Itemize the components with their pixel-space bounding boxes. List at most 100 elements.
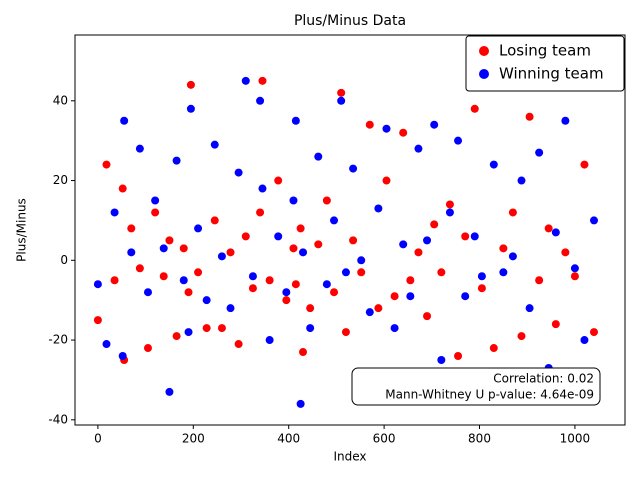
point (172, 332, 181, 341)
point (241, 76, 250, 85)
point (517, 176, 526, 185)
point (414, 144, 423, 153)
point (454, 136, 463, 145)
point (102, 160, 111, 169)
point (184, 328, 193, 337)
point (274, 176, 283, 185)
point (349, 164, 358, 173)
point (551, 228, 560, 237)
point (102, 340, 111, 349)
point (291, 116, 300, 125)
point (365, 308, 374, 317)
point (341, 328, 350, 337)
point (330, 216, 339, 225)
x-axis-label: Index (333, 450, 366, 464)
x-tick-label: 1000 (560, 432, 591, 446)
point (330, 288, 339, 297)
legend-marker (479, 46, 489, 56)
point (382, 124, 391, 133)
point (172, 156, 181, 165)
point (423, 236, 432, 245)
x-tick-label: 400 (277, 432, 300, 446)
point (120, 116, 129, 125)
point (248, 272, 257, 281)
y-tick-label: 0 (60, 253, 68, 267)
point (322, 280, 331, 289)
point (357, 256, 366, 265)
point (110, 276, 119, 285)
point (423, 312, 432, 321)
point (535, 276, 544, 285)
point (296, 399, 305, 408)
point (265, 336, 274, 345)
point (561, 116, 570, 125)
point (561, 248, 570, 257)
point (299, 348, 308, 357)
point (589, 216, 598, 225)
point (135, 144, 144, 153)
point (194, 268, 203, 277)
point (477, 272, 486, 281)
chart-title: Plus/Minus Data (294, 13, 406, 29)
point (299, 248, 308, 257)
point (143, 344, 152, 353)
point (135, 264, 144, 273)
point (93, 316, 102, 325)
point (143, 288, 152, 297)
x-tick-label: 800 (468, 432, 491, 446)
point (159, 272, 168, 281)
point (322, 196, 331, 205)
point (217, 252, 226, 261)
point (499, 268, 508, 277)
point (217, 324, 226, 333)
point (461, 232, 470, 241)
point (118, 184, 127, 193)
annotation-box (351, 367, 601, 406)
annotation: Correlation: 0.02 (493, 372, 594, 386)
plot-frame (74, 34, 626, 426)
point (580, 336, 589, 345)
point (179, 276, 188, 285)
point (551, 320, 560, 329)
point (226, 248, 235, 257)
point (314, 152, 323, 161)
point (186, 104, 195, 113)
point (110, 208, 119, 217)
point (470, 104, 479, 113)
point (589, 328, 598, 337)
point (414, 248, 423, 257)
point (357, 268, 366, 277)
point (454, 352, 463, 361)
point (226, 304, 235, 313)
point (349, 236, 358, 245)
point (210, 140, 219, 149)
point (517, 332, 526, 341)
point (234, 168, 243, 177)
legend-marker (479, 69, 489, 79)
point (525, 112, 534, 121)
point (525, 304, 534, 313)
point (461, 292, 470, 301)
point (470, 232, 479, 241)
point (406, 292, 415, 301)
point (258, 184, 267, 193)
y-tick-label: 20 (53, 173, 68, 187)
point (365, 120, 374, 129)
point (165, 387, 174, 396)
point (306, 304, 315, 313)
point (184, 288, 193, 297)
point (194, 224, 203, 233)
point (399, 240, 408, 249)
point (430, 220, 439, 229)
y-tick-label: 40 (53, 93, 68, 107)
point (274, 232, 283, 241)
point (256, 208, 265, 217)
point (570, 264, 579, 273)
point (508, 252, 517, 261)
x-tick-label: 200 (182, 432, 205, 446)
point (289, 196, 298, 205)
point (477, 284, 486, 293)
annotation: Mann-Whitney U p-value: 4.64e-09 (385, 388, 594, 402)
y-tick-label: -20 (48, 333, 68, 347)
